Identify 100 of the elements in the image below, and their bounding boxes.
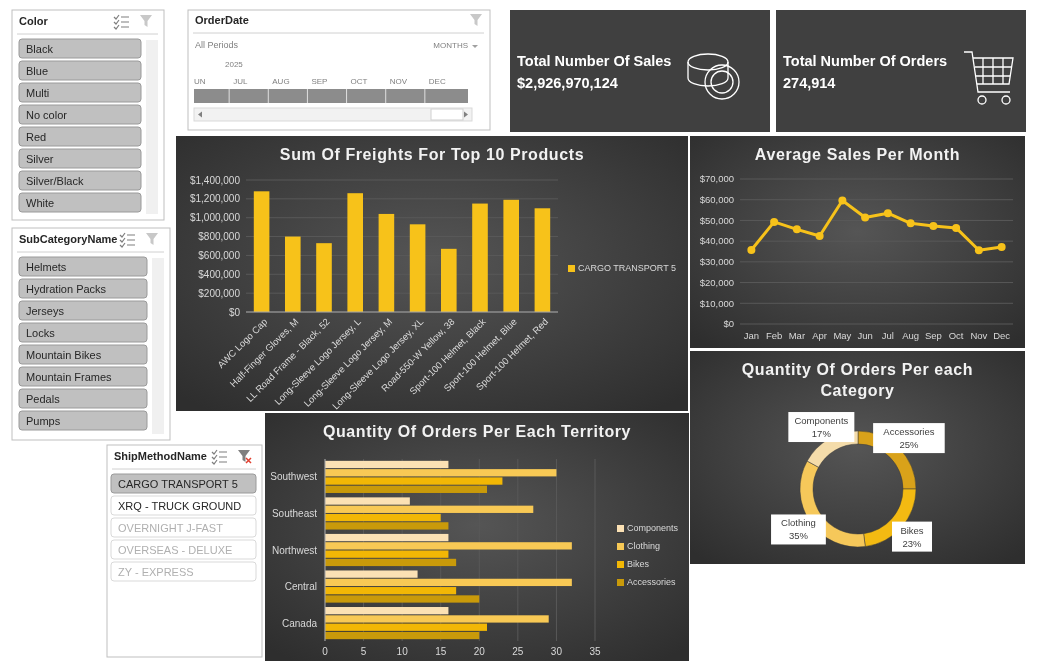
- bar: [325, 595, 480, 603]
- y-tick-label: $70,000: [699, 173, 734, 185]
- y-tick-label: $50,000: [699, 214, 734, 226]
- x-tick-label: Apr: [812, 330, 828, 341]
- y-tick-label: $40,000: [699, 235, 734, 247]
- point: [929, 222, 938, 231]
- text: Helmets: [26, 260, 67, 273]
- text: Hydration Packs: [26, 282, 107, 295]
- text: Blue: [26, 64, 49, 77]
- data-label: 35%: [788, 530, 809, 542]
- point: [838, 196, 847, 205]
- text: Total Number Of Sales: [517, 53, 672, 69]
- slice-label: Accessories: [883, 426, 935, 438]
- bar: [325, 615, 549, 623]
- text: Color: [19, 15, 49, 27]
- x-tick-label: 10: [396, 646, 409, 657]
- bar: [325, 469, 557, 477]
- bar: [325, 513, 441, 522]
- text: JUL: [233, 77, 248, 86]
- bar: [325, 460, 449, 469]
- x-tick-label: May: [833, 330, 852, 341]
- text: Pedals: [26, 392, 61, 405]
- bar: [325, 578, 572, 587]
- text: Mountain Bikes: [26, 348, 102, 361]
- text: SEP: [311, 77, 328, 86]
- text: OVERSEAS - DELUXE: [118, 543, 233, 556]
- point: [861, 213, 870, 222]
- bar: [253, 191, 270, 312]
- x-tick-label: Feb: [765, 330, 783, 341]
- bar: [325, 623, 487, 631]
- x-tick-label: Jan: [743, 330, 760, 341]
- point: [883, 209, 892, 218]
- y-tick-label: $10,000: [699, 297, 734, 309]
- bar: [325, 485, 487, 493]
- chart-title: Quantity Of Orders Per Each Territory: [322, 423, 632, 440]
- point: [815, 231, 824, 240]
- bar: [503, 199, 519, 312]
- slice-label: Clothing: [781, 517, 816, 529]
- point: [770, 217, 779, 226]
- x-tick-label: Mar: [788, 330, 806, 341]
- bar: [325, 497, 410, 505]
- text: SubCategoryName: [19, 233, 118, 245]
- bar: [472, 203, 488, 312]
- y-tick-label: $600,000: [198, 249, 241, 261]
- text: OVERNIGHT J-FAST: [118, 521, 224, 534]
- x-tick-label: Jul: [881, 330, 894, 341]
- y-tick-label: $800,000: [198, 231, 241, 243]
- bar: [325, 542, 572, 550]
- data-label: 25%: [899, 439, 919, 451]
- chart-title: Sum Of Freights For Top 10 Products: [279, 146, 585, 163]
- x-tick-label: 25: [512, 646, 524, 657]
- bar: [285, 236, 301, 312]
- bar: [325, 607, 449, 615]
- text: Black: [26, 42, 54, 55]
- bar: [325, 570, 418, 578]
- bar: [325, 550, 449, 558]
- x-tick-label: Nov: [970, 330, 988, 341]
- text: ZY - EXPRESS: [118, 565, 194, 578]
- y-tick-label: $0: [228, 306, 241, 318]
- y-tick-label: $1,400,000: [189, 174, 241, 186]
- text: No color: [26, 108, 68, 121]
- text: White: [26, 196, 55, 209]
- y-tick-label: Central: [284, 581, 317, 593]
- point: [792, 225, 801, 234]
- slice-label: Bikes: [900, 524, 924, 536]
- text: $2,926,970,124: [517, 75, 618, 91]
- text: UN: [194, 77, 206, 86]
- chart-title: Quantity Of Orders Per each Category: [741, 361, 974, 399]
- text: Pumps: [26, 414, 61, 427]
- point: [997, 242, 1006, 251]
- bar: [409, 224, 426, 312]
- y-tick-label: Southeast: [271, 507, 318, 519]
- y-tick-label: Canada: [281, 617, 318, 629]
- y-tick-label: $200,000: [198, 287, 241, 299]
- point: [747, 246, 756, 255]
- bar: [347, 193, 363, 312]
- x-tick-label: 20: [473, 646, 486, 657]
- bar: [378, 213, 395, 312]
- text: Mountain Frames: [26, 370, 113, 383]
- bar: [441, 248, 457, 312]
- text: OrderDate: [195, 14, 249, 26]
- text: MONTHS: [433, 41, 468, 50]
- bar: [325, 558, 457, 567]
- text: AUG: [272, 77, 290, 86]
- point: [906, 219, 915, 228]
- x-tick-label: Aug: [902, 330, 920, 341]
- y-tick-label: $60,000: [699, 194, 734, 206]
- legend-label: Clothing: [627, 541, 661, 551]
- x-tick-label: Oct: [948, 330, 964, 341]
- y-tick-label: $30,000: [699, 256, 734, 268]
- text: DEC: [428, 77, 446, 86]
- x-tick-label: 5: [360, 646, 367, 657]
- y-tick-label: $0: [723, 318, 734, 330]
- y-tick-label: $1,200,000: [189, 193, 241, 205]
- bar: [325, 631, 480, 640]
- point: [974, 246, 983, 255]
- legend-label: Bikes: [627, 559, 650, 569]
- text: Jerseys: [26, 304, 65, 317]
- legend-label: Components: [627, 523, 679, 533]
- legend-label: Accessories: [627, 577, 677, 587]
